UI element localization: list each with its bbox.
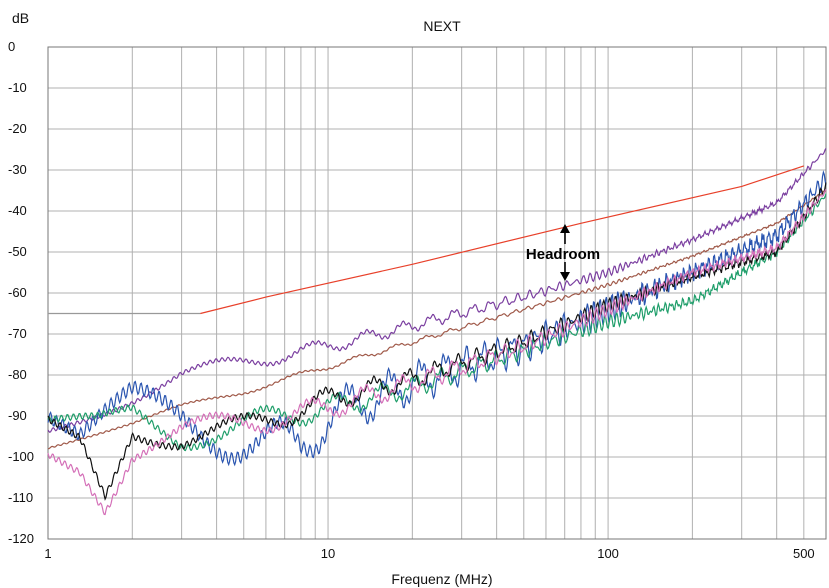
y-tick-label: -100 — [8, 449, 34, 464]
x-tick-label: 100 — [597, 546, 619, 561]
x-tick-label: 500 — [793, 546, 815, 561]
x-axis-label: Frequenz (MHz) — [391, 571, 492, 587]
y-tick-label: -90 — [8, 408, 27, 423]
x-tick-label: 1 — [44, 546, 51, 561]
y-tick-label: -50 — [8, 244, 27, 259]
chart-title: NEXT — [423, 18, 461, 34]
y-tick-label: -30 — [8, 162, 27, 177]
headroom-arrowhead-up — [560, 224, 570, 233]
series-line-pink — [47, 188, 827, 516]
series-line-purple — [47, 147, 827, 434]
plot-frame — [47, 46, 827, 540]
y-tick-label: -80 — [8, 367, 27, 382]
series-line-green — [47, 193, 827, 452]
y-tick-label: -40 — [8, 203, 27, 218]
series-line-limit — [200, 165, 804, 315]
series-line-blue — [47, 170, 827, 467]
y-tick-label: -70 — [8, 326, 27, 341]
x-tick-label: 10 — [321, 546, 335, 561]
series-group — [47, 147, 827, 516]
y-tick-label: -110 — [8, 490, 33, 505]
headroom-annotation: Headroom — [526, 224, 600, 281]
y-axis-label: dB — [12, 10, 29, 26]
y-tick-label: 0 — [8, 39, 15, 54]
y-tick-label: -20 — [8, 121, 27, 136]
y-tick-label: -10 — [8, 80, 27, 95]
series-line-black — [47, 182, 827, 501]
y-tick-label: -120 — [8, 531, 34, 546]
tick-labels: 0 -10 -20 -30 -40 -50 -60 -70 -80 -90 -100 -110 -120… — [8, 39, 815, 561]
headroom-arrowhead-down — [560, 272, 570, 281]
y-tick-label: -60 — [8, 285, 27, 300]
headroom-label: Headroom — [526, 246, 600, 263]
grid — [47, 46, 827, 540]
